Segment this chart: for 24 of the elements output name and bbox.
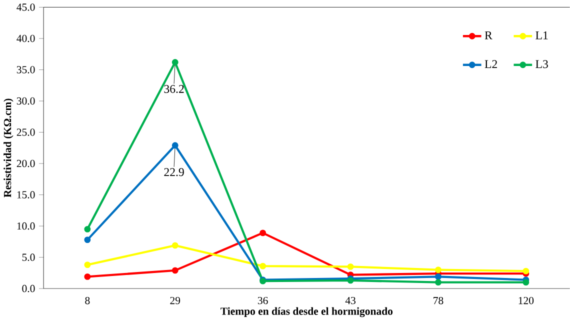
legend-label: R [484,32,492,40]
y-tick-label: 10.0 [17,222,35,230]
y-tick-label: 45.0 [16,4,35,12]
y-tick-label: 40.0 [16,34,35,42]
y-tick-label: 35.0 [16,66,35,74]
x-axis-title: Tiempo en días desde el hormigonado [220,307,393,318]
x-tick-label: 120 [518,297,534,304]
annotation: 36.2 [164,85,184,94]
legend-label: L2 [484,60,497,68]
y-tick-label: 20.0 [16,160,35,168]
y-tick-label: 5.0 [22,254,35,262]
x-tick-label: 36 [258,297,268,304]
legend-label: L1 [536,32,548,40]
x-tick-label: 43 [345,297,356,304]
y-tick-label: 0.0 [22,285,35,292]
x-tick-label: 8 [85,297,90,304]
y-tick-label: 30.0 [16,98,35,105]
x-tick-label: 78 [434,297,444,304]
legend-label: L3 [536,60,548,68]
x-tick-label: 29 [170,297,180,304]
annotation: 22.9 [164,168,184,176]
y-tick-label: 25.0 [16,128,35,136]
y-axis-title: Resistividad (KΩ.cm) [4,98,14,198]
y-tick-label: 15.0 [17,191,35,199]
